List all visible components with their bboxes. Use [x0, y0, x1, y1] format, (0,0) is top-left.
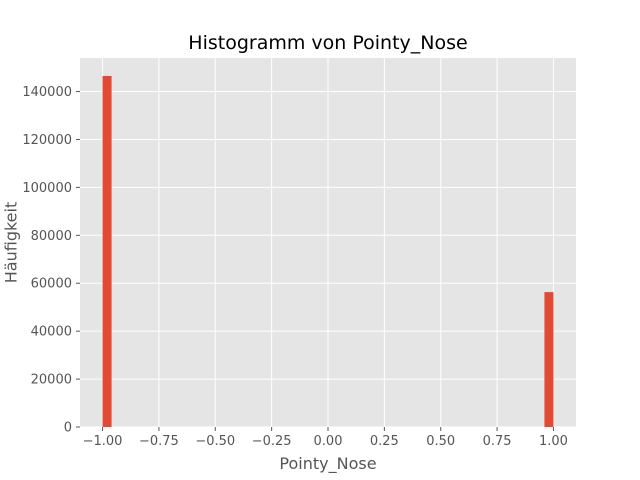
y-axis-ticks: 0 20000 40000 60000 80000 100000 120000 140000 — [22, 85, 80, 436]
x-tick-label: 1.00 — [539, 434, 568, 449]
x-tick-label: 0.50 — [426, 434, 455, 449]
y-tick-label: 100000 — [22, 181, 72, 196]
x-tick-label: 0.25 — [370, 434, 399, 449]
y-tick-label: 40000 — [31, 325, 72, 340]
x-tick-label: −0.25 — [252, 434, 292, 449]
y-axis-title: Häufigkeit — [2, 202, 21, 283]
x-tick-label: −0.50 — [195, 434, 235, 449]
y-tick-label: 0 — [64, 421, 72, 436]
bars — [102, 75, 554, 428]
histogram-bar — [102, 75, 112, 428]
y-tick-label: 80000 — [31, 229, 72, 244]
x-tick-label: −1.00 — [83, 434, 123, 449]
y-tick-label: 60000 — [31, 277, 72, 292]
y-tick-label: 120000 — [22, 133, 72, 148]
x-tick-label: −0.75 — [139, 434, 179, 449]
y-tick-label: 20000 — [31, 373, 72, 388]
x-tick-label: 0.75 — [483, 434, 512, 449]
histogram-bar — [544, 292, 554, 427]
x-tick-label: 0.00 — [314, 434, 343, 449]
y-tick-label: 140000 — [22, 85, 72, 100]
x-axis-title: Pointy_Nose — [279, 454, 376, 474]
x-axis-ticks: −1.00 −0.75 −0.50 −0.25 0.00 0.25 0.50 0.75 1.00 — [83, 427, 568, 449]
chart-title: Histogramm von Pointy_Nose — [188, 32, 467, 54]
